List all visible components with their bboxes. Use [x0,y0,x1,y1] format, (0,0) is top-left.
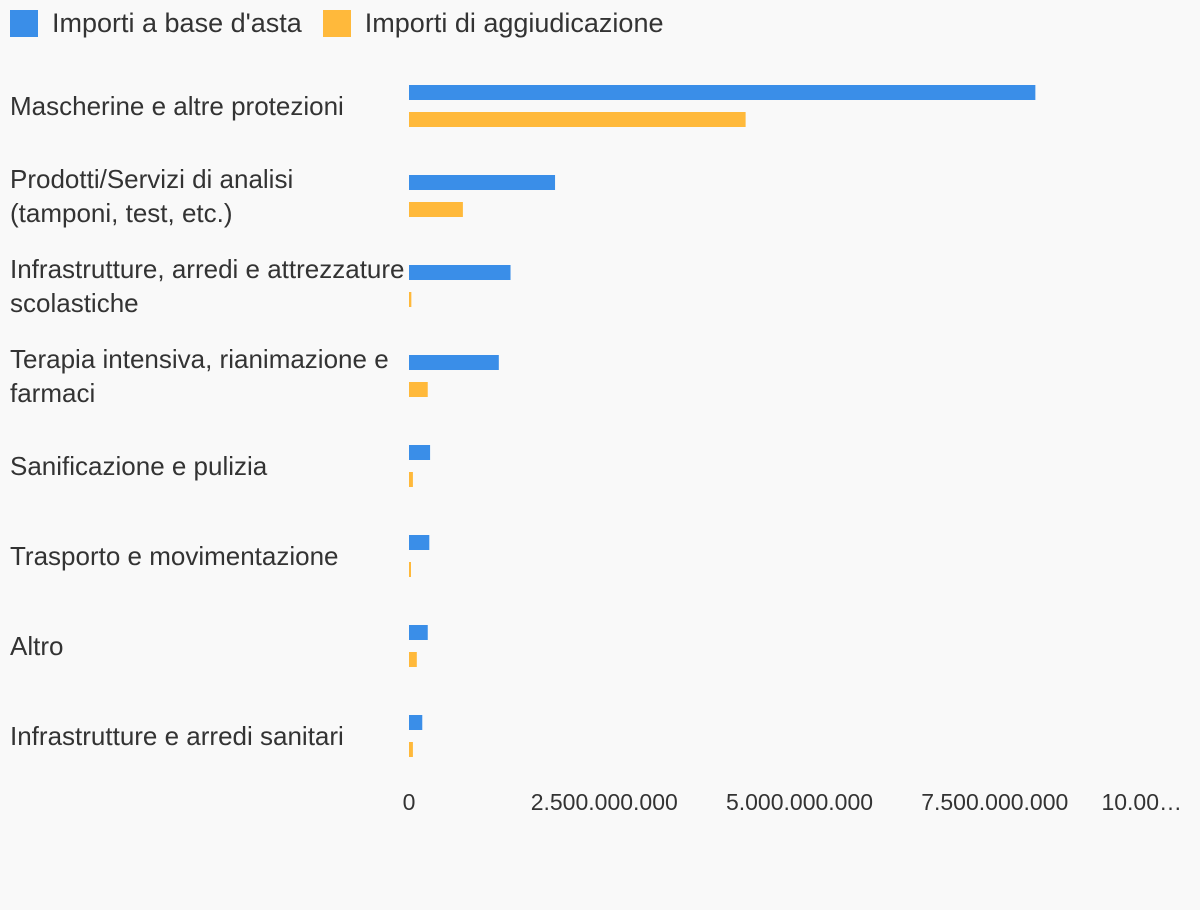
y-tick-label: Mascherine e altre protezioni [10,91,344,121]
bar [409,472,413,487]
bar [409,202,463,217]
bar [409,382,428,397]
legend: Importi a base d'asta Importi di aggiudic… [10,8,684,39]
legend-item: Importi a base d'asta [10,8,302,39]
y-tick-label: Altro [10,631,64,661]
bar [409,112,746,127]
bar [409,445,431,460]
y-tick-label: Prodotti/Servizi di analisi (tamponi, te… [10,164,294,228]
x-tick-label: 5.000.000.000 [726,789,873,815]
x-tick-label: 0 [403,789,416,815]
bar [409,652,417,667]
x-tick-label: 7.500.000.000 [921,789,1068,815]
bar [409,85,1036,100]
y-tick-label: Infrastrutture e arredi sanitari [10,721,344,751]
bar [409,535,430,550]
legend-swatch [322,10,351,37]
y-tick-label: Infrastrutture, arredi e attrezzature sc… [10,254,405,318]
bar [409,625,428,640]
legend-label: Importi a base d'asta [52,8,302,38]
legend-item: Importi di aggiudicazione [322,8,664,39]
y-tick-label: Sanificazione e pulizia [10,451,268,481]
bar [409,175,556,190]
bar [409,715,423,730]
x-tick-label: 10.00… [1101,789,1182,815]
bar [409,265,511,280]
y-tick-label: Trasporto e movimentazione [10,541,339,571]
y-tick-label: Terapia intensiva, rianimazione e farmac… [10,344,389,408]
legend-label: Importi di aggiudicazione [364,8,664,38]
bar [409,355,499,370]
bar [409,742,413,757]
legend-swatch [10,10,38,37]
x-tick-label: 2.500.000.000 [531,789,678,815]
bar [409,562,411,577]
bar [409,292,412,307]
